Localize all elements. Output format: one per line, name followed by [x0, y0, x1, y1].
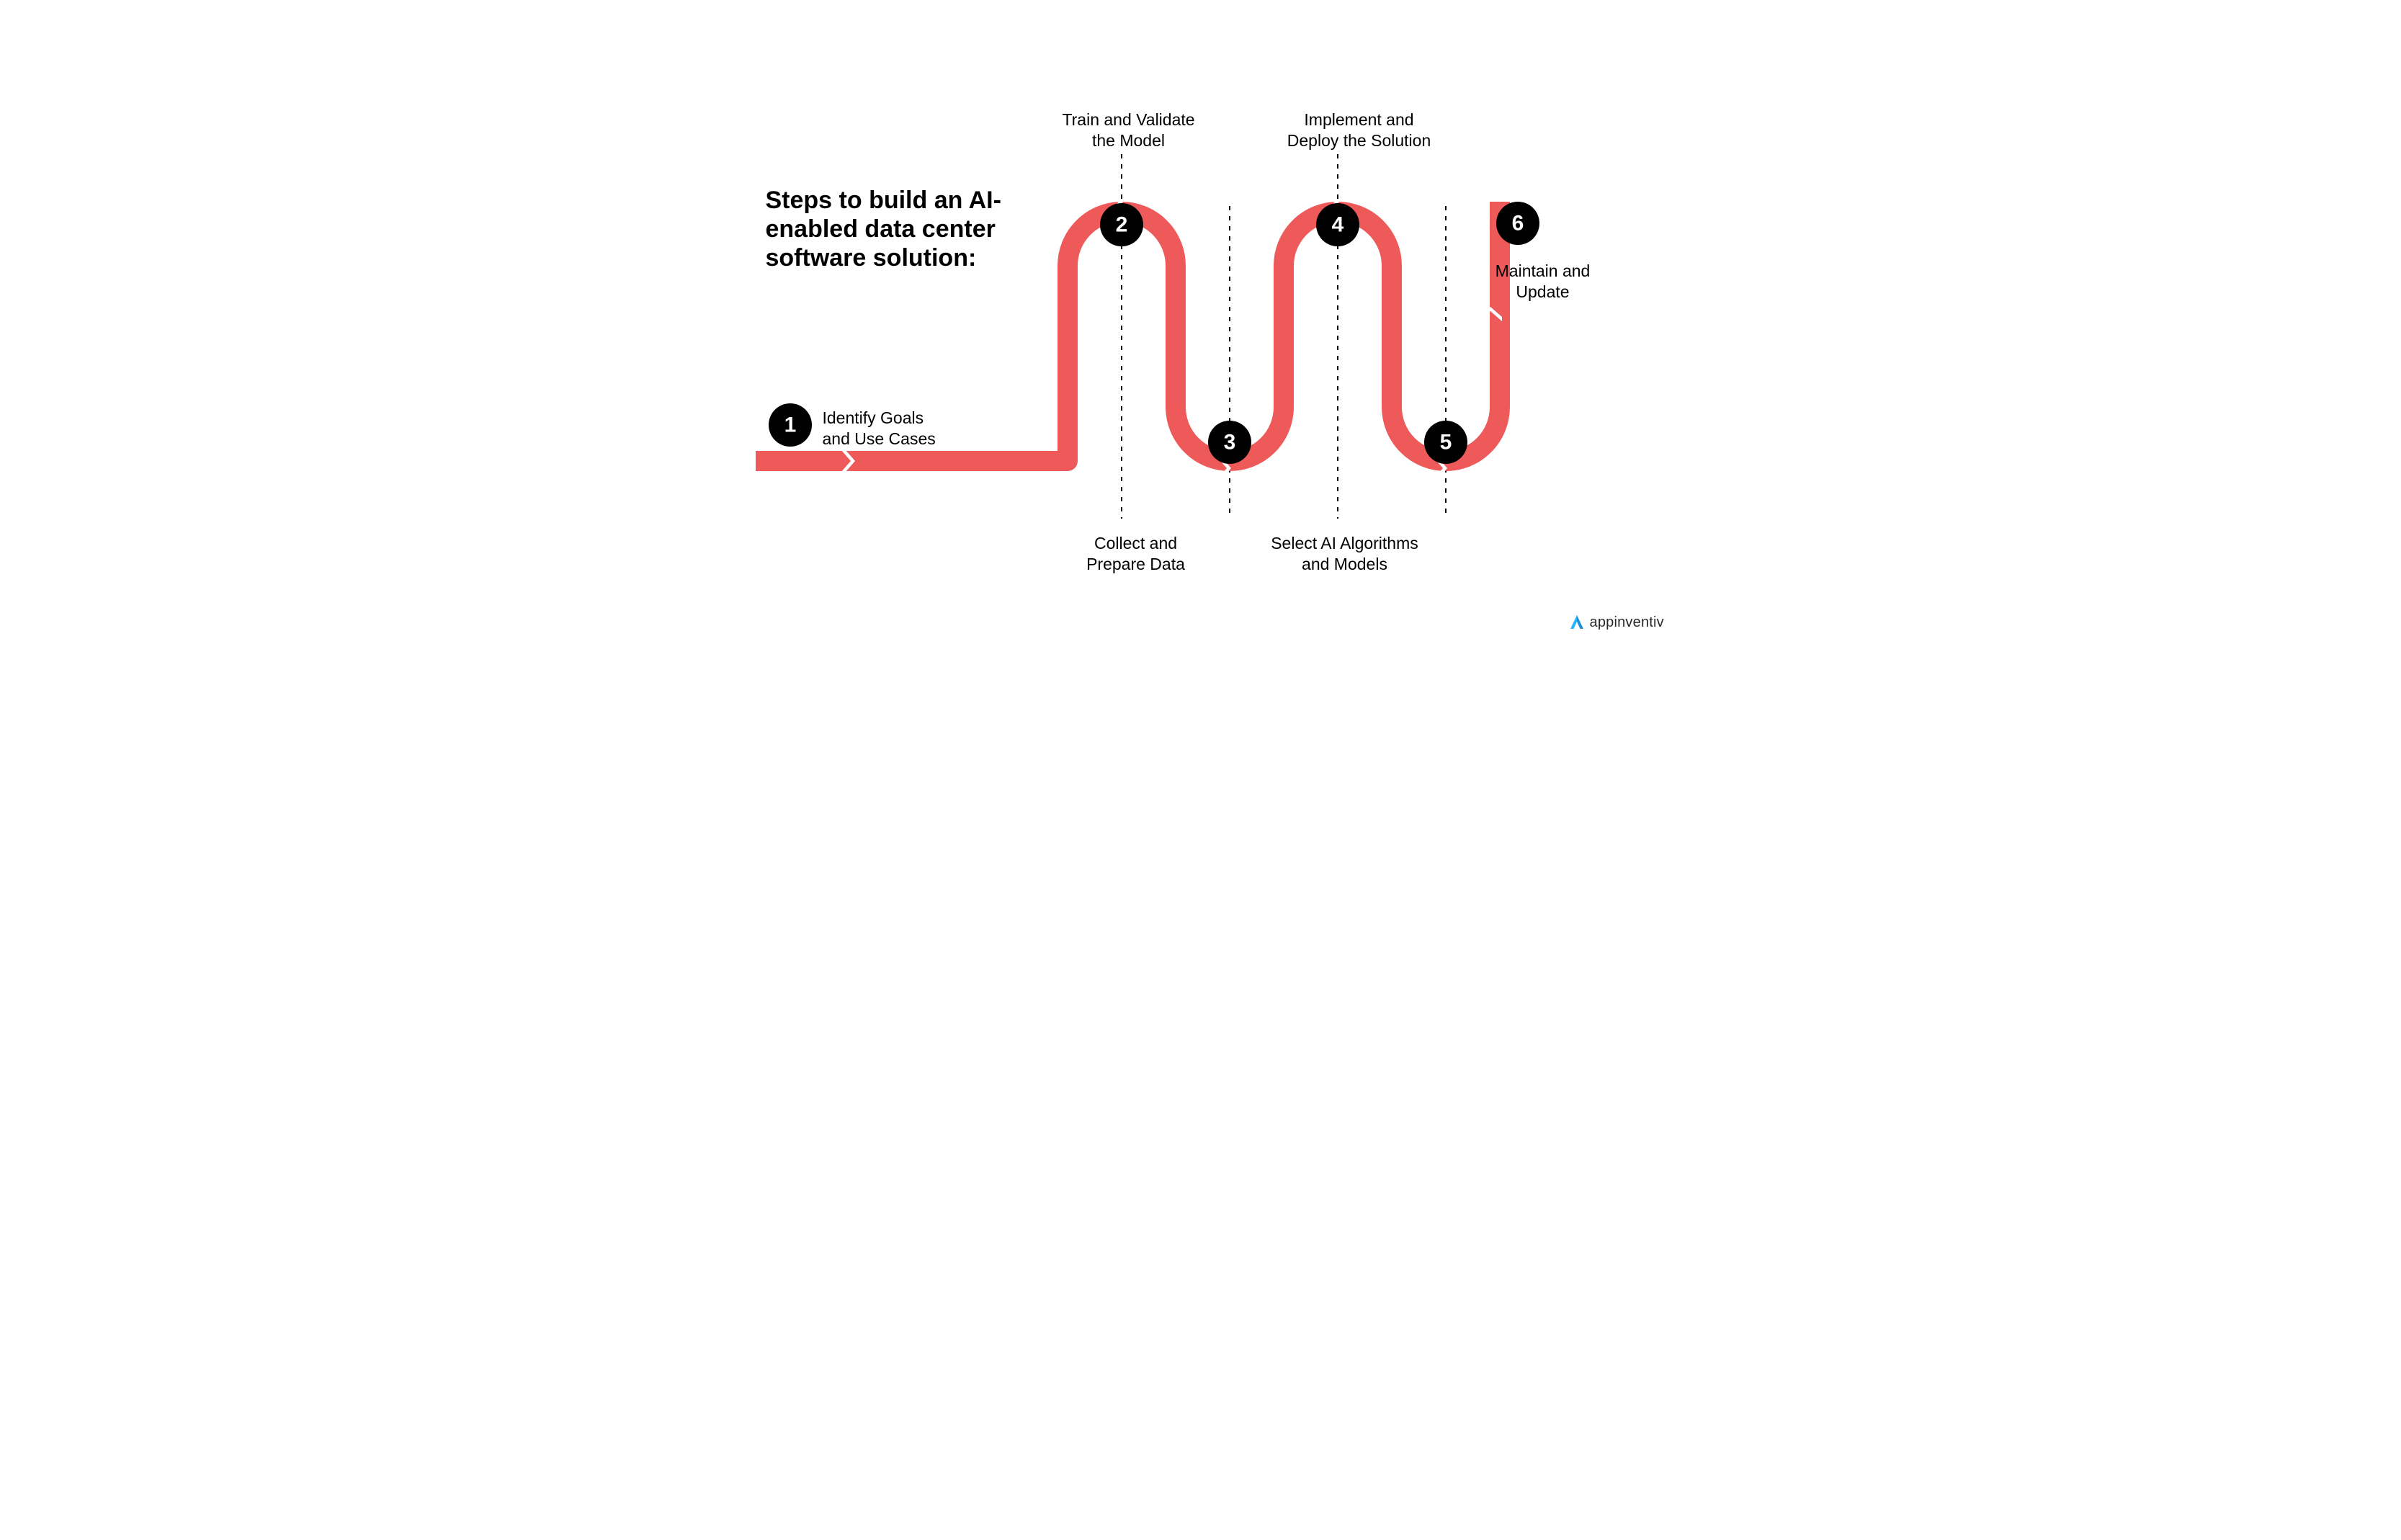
step-label-line: Implement and [1304, 110, 1413, 129]
step-label-line: the Model [1092, 131, 1165, 150]
step-label-line: Maintain and [1495, 261, 1591, 280]
step-label-line: Update [1516, 282, 1569, 301]
brand-logo-icon [1568, 614, 1586, 631]
step-label-line: Collect and [1094, 534, 1177, 552]
step-label-line: Prepare Data [1086, 555, 1185, 573]
step-node-number: 6 [1511, 212, 1524, 236]
step-node-number: 5 [1439, 431, 1452, 455]
step-label-line: and Models [1302, 555, 1387, 573]
step-label-6: Maintain and Update [1482, 261, 1604, 303]
step-label-4: Implement and Deploy the Solution [1266, 109, 1453, 151]
step-node-number: 3 [1223, 431, 1235, 455]
step-label-line: Train and Validate [1062, 110, 1194, 129]
brand-name: appinventiv [1590, 614, 1664, 631]
step-node-number: 4 [1331, 213, 1343, 237]
step-label-3: Collect and Prepare Data [1057, 533, 1215, 575]
step-node-number: 1 [784, 413, 796, 437]
brand-badge: appinventiv [1568, 614, 1664, 631]
step-label-line: Deploy the Solution [1287, 131, 1431, 150]
step-node-number: 2 [1115, 213, 1127, 237]
step-label-line: Identify Goals [823, 408, 924, 427]
step-label-1: Identify Goals and Use Cases [823, 408, 981, 449]
step-label-2: Train and Validate the Model [1050, 109, 1208, 151]
infographic-canvas: 1 2 3 4 5 6 Steps to build an AI-enabled data… [697, 0, 1705, 647]
diagram-title: Steps to build an AI-enabled data center… [766, 186, 1039, 272]
step-label-line: and Use Cases [823, 429, 936, 448]
step-label-5: Select AI Algorithms and Models [1251, 533, 1439, 575]
step-label-line: Select AI Algorithms [1271, 534, 1418, 552]
